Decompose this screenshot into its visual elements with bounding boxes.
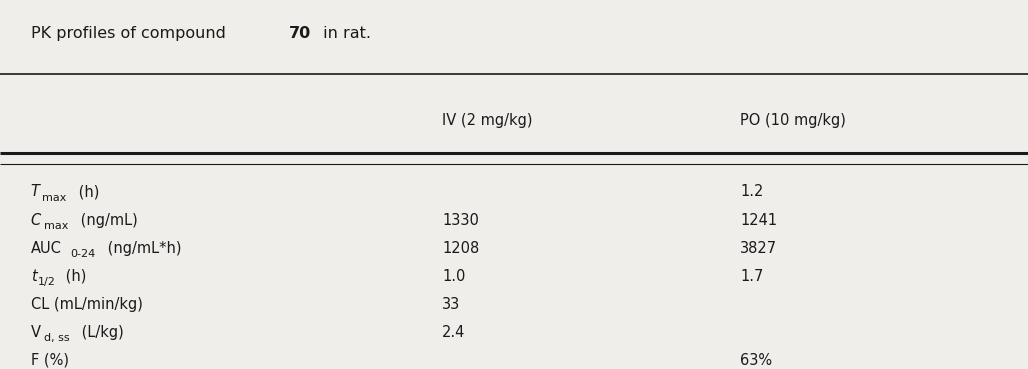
Text: (h): (h): [74, 184, 99, 200]
Text: 1208: 1208: [442, 241, 479, 256]
Text: d, ss: d, ss: [44, 333, 69, 343]
Text: 1330: 1330: [442, 213, 479, 228]
Text: V: V: [31, 325, 41, 340]
Text: max: max: [44, 221, 69, 231]
Text: 1/2: 1/2: [38, 277, 57, 287]
Text: 0-24: 0-24: [71, 249, 96, 259]
Text: CL (mL/min/kg): CL (mL/min/kg): [31, 297, 143, 312]
Text: PK profiles of compound: PK profiles of compound: [31, 26, 231, 41]
Text: 1.2: 1.2: [740, 184, 764, 200]
Text: (L/kg): (L/kg): [77, 325, 123, 340]
Text: C: C: [31, 213, 41, 228]
Text: (h): (h): [62, 269, 86, 284]
Text: 3827: 3827: [740, 241, 777, 256]
Text: 70: 70: [289, 26, 311, 41]
Text: (ng/mL*h): (ng/mL*h): [103, 241, 182, 256]
Text: 33: 33: [442, 297, 461, 312]
Text: T: T: [31, 184, 40, 200]
Text: (ng/mL): (ng/mL): [75, 213, 138, 228]
Text: 63%: 63%: [740, 353, 772, 368]
Text: 2.4: 2.4: [442, 325, 466, 340]
Text: IV (2 mg/kg): IV (2 mg/kg): [442, 113, 533, 128]
Text: in rat.: in rat.: [318, 26, 371, 41]
Text: t: t: [31, 269, 37, 284]
Text: 1241: 1241: [740, 213, 777, 228]
Text: max: max: [42, 193, 67, 203]
Text: F (%): F (%): [31, 353, 69, 368]
Text: 1.0: 1.0: [442, 269, 466, 284]
Text: AUC: AUC: [31, 241, 62, 256]
Text: 1.7: 1.7: [740, 269, 764, 284]
Text: PO (10 mg/kg): PO (10 mg/kg): [740, 113, 846, 128]
